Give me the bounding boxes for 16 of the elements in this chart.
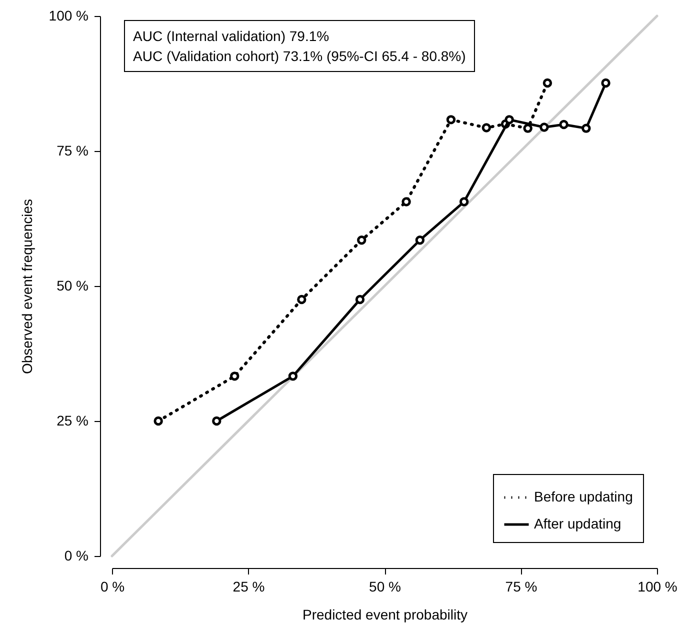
y-tick-label: 0 % [64,548,88,564]
x-tick-label: 50 % [369,578,401,594]
x-tick-label: 25 % [232,578,265,594]
y-tick-label: 100 % [48,8,88,24]
y-axis-title: Observed event frequencies [18,198,35,374]
y-tick-label: 50 % [56,278,88,294]
x-tick-label: 0 % [100,578,125,594]
annotation: AUC (Validation cohort) 73.1% (95%-CI 65.4 - 80.8%) [133,47,466,66]
legend-label: After updating [534,516,622,532]
x-tick-label: 100 % [638,578,678,594]
annotation: AUC (Internal validation) 79.1% [133,27,330,46]
y-tick-label: 75 % [56,142,88,158]
y-tick-label: 25 % [56,412,88,428]
legend-label: Before updating [534,488,633,504]
x-tick-label: 75 % [505,578,538,594]
x-axis-title: Predicted event probability [302,606,468,622]
